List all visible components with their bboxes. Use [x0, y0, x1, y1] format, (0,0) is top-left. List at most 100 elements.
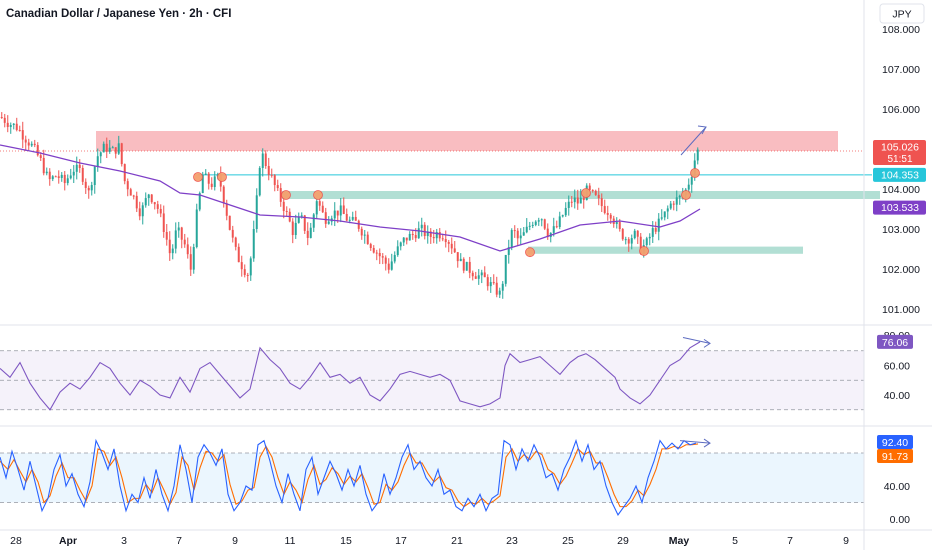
candle-body: [81, 167, 84, 182]
candle: [279, 183, 282, 207]
candle: [546, 223, 549, 240]
candle: [297, 212, 300, 224]
price-panel[interactable]: [0, 112, 880, 299]
candle-body: [342, 205, 345, 214]
candle: [660, 209, 663, 221]
candle-body: [630, 238, 633, 244]
candle: [600, 193, 603, 213]
candle: [108, 140, 111, 154]
candle-body: [285, 210, 288, 212]
candle: [531, 221, 534, 229]
price-label-box: [873, 167, 926, 182]
candle-body: [117, 143, 120, 154]
candle-body: [372, 247, 375, 253]
candle-body: [672, 203, 675, 205]
rsi-line: [0, 341, 701, 411]
candle: [75, 156, 78, 180]
candle-body: [498, 290, 501, 295]
pivot-marker: [525, 247, 535, 258]
candle: [69, 168, 72, 180]
candle: [534, 220, 537, 227]
candle-body: [471, 272, 474, 277]
candle: [675, 190, 678, 212]
candle: [183, 233, 186, 248]
candle-body: [87, 187, 90, 191]
candle: [459, 253, 462, 262]
candle-body: [657, 218, 660, 232]
time-tick-label: 28: [10, 535, 22, 547]
candle: [87, 185, 90, 199]
candle: [105, 137, 108, 159]
candle: [354, 210, 357, 221]
candle: [669, 200, 672, 210]
candle: [663, 211, 666, 221]
candle: [384, 255, 387, 271]
candle: [567, 195, 570, 216]
candle: [369, 242, 372, 251]
candle-body: [96, 156, 99, 167]
candle-body: [447, 242, 450, 244]
candle: [120, 142, 123, 167]
candle-body: [396, 246, 399, 256]
candle-body: [687, 184, 690, 190]
candle-body: [441, 238, 444, 240]
candle-body: [486, 277, 489, 287]
currency-selector-box[interactable]: [879, 3, 925, 24]
candle: [432, 229, 435, 244]
stoch-value-box: [877, 449, 913, 463]
candle: [591, 189, 594, 193]
candle-body: [540, 219, 543, 221]
candle-body: [411, 233, 414, 236]
candle: [72, 165, 75, 184]
candle-body: [270, 174, 273, 176]
candle-body: [243, 269, 246, 275]
candle: [189, 246, 192, 276]
rsi-panel[interactable]: [0, 336, 864, 411]
candle-body: [633, 230, 636, 239]
candle: [6, 115, 9, 133]
candle: [150, 193, 153, 204]
candle: [96, 148, 99, 172]
candle-body: [39, 155, 42, 158]
candle: [672, 200, 675, 211]
stochastic-panel[interactable]: [0, 438, 864, 516]
candle-body: [402, 237, 405, 243]
trend-arrow: [680, 126, 707, 156]
candle-body: [489, 282, 492, 287]
candle-body: [639, 236, 642, 254]
candle: [273, 174, 276, 192]
price-tick-label: 102.000: [882, 264, 920, 276]
currency-label[interactable]: JPY: [892, 9, 911, 21]
candle: [45, 167, 48, 176]
candle-body: [150, 194, 153, 203]
price-label-value: 103.533: [881, 202, 919, 214]
candle: [90, 181, 93, 196]
candle-body: [483, 272, 486, 278]
candle-body: [333, 210, 336, 219]
candle-body: [252, 229, 255, 259]
candle-body: [156, 204, 159, 209]
candle-body: [588, 185, 591, 191]
candle-body: [519, 235, 522, 239]
currency-selector[interactable]: JPY: [879, 3, 925, 24]
candle-body: [594, 190, 597, 195]
stoch-band-fill: [0, 453, 864, 503]
candle: [498, 287, 501, 299]
candle-body: [255, 195, 258, 230]
candle-body: [45, 171, 48, 174]
time-tick-label: 9: [843, 535, 849, 547]
candle-body: [210, 183, 213, 187]
candle: [261, 148, 264, 177]
candle-body: [399, 242, 402, 247]
candle-body: [147, 194, 150, 199]
candle: [651, 221, 654, 243]
pivot-marker: [681, 190, 691, 200]
candle-body: [315, 201, 318, 215]
candle: [489, 276, 492, 293]
stoch-k-line: [0, 438, 697, 516]
candle-body: [507, 247, 510, 255]
price-label-countdown: 51:51: [887, 154, 912, 165]
candle: [27, 138, 30, 151]
candle: [3, 113, 6, 128]
axes: 101.000102.000103.000104.000105.000106.0…: [10, 24, 920, 547]
